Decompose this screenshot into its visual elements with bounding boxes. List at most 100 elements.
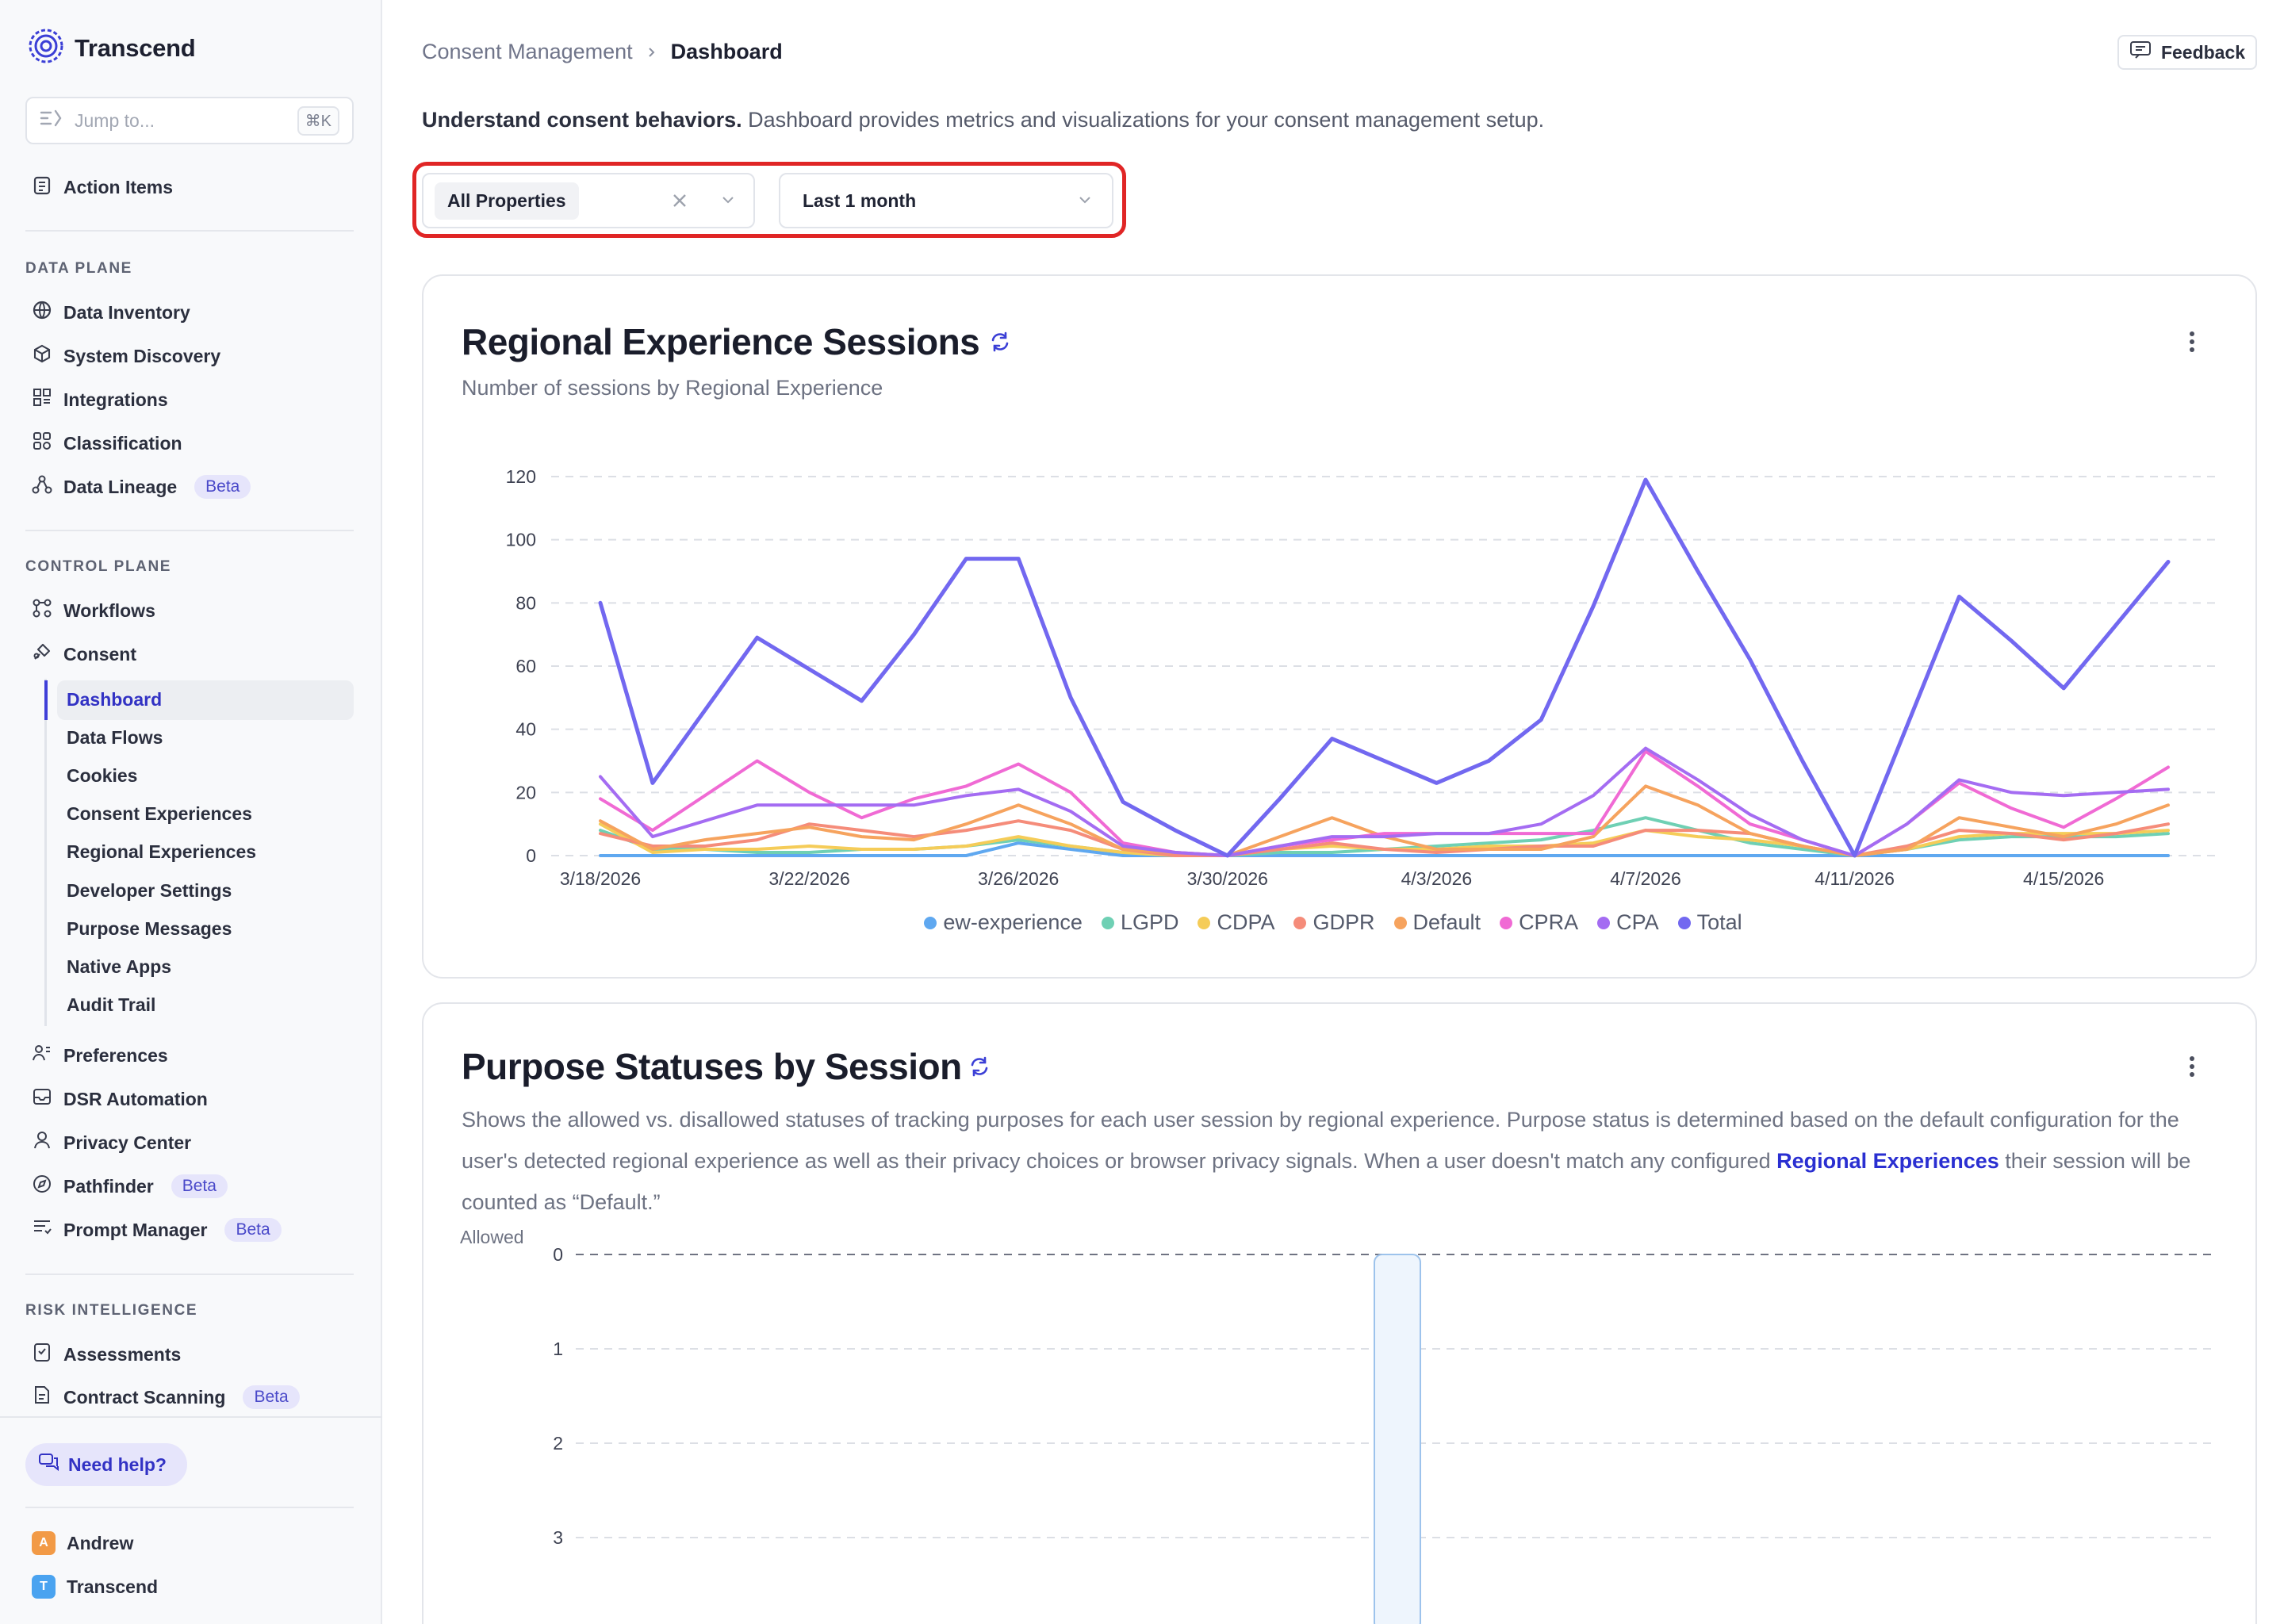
property-select[interactable]: All Properties	[422, 173, 755, 228]
help-label: Need help?	[68, 1454, 167, 1475]
clear-icon[interactable]	[669, 190, 690, 215]
legend-swatch	[1101, 916, 1114, 929]
sidebar-item-label: Workflows	[63, 599, 155, 621]
sidebar-item-label: System Discovery	[63, 345, 221, 366]
sidebar-subitem-audit-trail[interactable]: Audit Trail	[67, 994, 156, 1015]
legend-item-cdpa[interactable]: CDPA	[1198, 910, 1274, 935]
beta-badge: Beta	[194, 475, 251, 499]
legend-item-ew-experience[interactable]: ew-experience	[924, 910, 1083, 935]
sidebar-item-label: Contract Scanning	[63, 1386, 226, 1408]
sidebar-subitem-native-apps[interactable]: Native Apps	[67, 956, 172, 977]
desc-text: their session will be counted as “Defaul…	[462, 1149, 2191, 1214]
contract-icon	[32, 1385, 52, 1410]
shortcut-badge: ⌘K	[297, 105, 339, 136]
chevron-down-icon	[720, 192, 736, 212]
preferences-icon	[32, 1043, 52, 1068]
date-range-select[interactable]: Last 1 month	[779, 173, 1113, 228]
legend-item-total[interactable]: Total	[1677, 910, 1742, 935]
breadcrumb-parent[interactable]: Consent Management	[422, 40, 633, 63]
sidebar-subitem-regional-experiences[interactable]: Regional Experiences	[67, 841, 257, 862]
legend-label: GDPR	[1313, 910, 1375, 934]
sidebar-item-label: Preferences	[63, 1044, 168, 1066]
submenu-guide	[44, 679, 47, 1026]
divider	[25, 530, 354, 531]
sidebar-item-integrations[interactable]: Integrations	[32, 384, 168, 416]
legend-swatch	[1393, 916, 1407, 929]
sidebar-item-label: Prompt Manager	[63, 1219, 208, 1240]
command-icon	[40, 108, 63, 133]
sidebar-item-classification[interactable]: Classification	[32, 427, 182, 459]
sidebar-item-system-discovery[interactable]: System Discovery	[32, 340, 220, 372]
sidebar-item-action-items[interactable]: Action Items	[32, 171, 173, 203]
legend-swatch	[1500, 916, 1513, 929]
card-title: Regional Experience Sessions	[462, 321, 980, 362]
jump-to-search[interactable]: Jump to... ⌘K	[25, 97, 354, 144]
legend-swatch	[1293, 916, 1307, 929]
more-options-icon[interactable]	[2189, 330, 2195, 358]
sidebar-subitem-purpose-messages[interactable]: Purpose Messages	[67, 918, 232, 939]
regional-experiences-link[interactable]: Regional Experiences	[1776, 1149, 1999, 1173]
sidebar-item-label: Data Lineage	[63, 476, 178, 497]
filters-highlight	[412, 162, 1126, 238]
sidebar-item-contract-scanning[interactable]: Contract Scanning Beta	[32, 1381, 300, 1413]
sidebar-subitem-data-flows[interactable]: Data Flows	[67, 727, 163, 748]
regional-sessions-card: Regional Experience Sessions Number of s…	[422, 274, 2257, 979]
section-control-plane: CONTROL PLANE	[25, 558, 172, 575]
consent-icon	[32, 642, 52, 667]
avatar: A	[32, 1531, 56, 1555]
feedback-button[interactable]: Feedback	[2117, 35, 2257, 70]
breadcrumb: Consent Management Dashboard	[422, 40, 783, 64]
sidebar-item-prompt-manager[interactable]: Prompt Manager Beta	[32, 1214, 282, 1246]
need-help-button[interactable]: Need help?	[25, 1443, 187, 1486]
sidebar-item-label: Data Inventory	[63, 301, 190, 323]
refresh-icon[interactable]	[988, 330, 1012, 358]
legend-item-lgpd[interactable]: LGPD	[1101, 910, 1178, 935]
legend-item-gdpr[interactable]: GDPR	[1293, 910, 1375, 935]
legend-swatch	[924, 916, 937, 929]
sidebar-item-label: Integrations	[63, 389, 168, 410]
chevron-down-icon	[1077, 192, 1093, 212]
sidebar-item-preferences[interactable]: Preferences	[32, 1040, 168, 1071]
sidebar-item-dsr-automation[interactable]: DSR Automation	[32, 1083, 208, 1115]
sidebar-item-data-lineage[interactable]: Data Lineage Beta	[32, 471, 251, 503]
brand[interactable]: Transcend	[27, 27, 196, 69]
classification-icon	[32, 431, 52, 456]
sidebar-subitem-developer-settings[interactable]: Developer Settings	[67, 880, 232, 901]
legend-swatch	[1198, 916, 1211, 929]
org-switcher[interactable]: T Transcend	[32, 1571, 158, 1603]
legend-item-default[interactable]: Default	[1393, 910, 1481, 935]
cube-icon	[32, 343, 52, 369]
person-icon	[32, 1130, 52, 1155]
sidebar-item-assessments[interactable]: Assessments	[32, 1339, 181, 1370]
beta-badge: Beta	[224, 1218, 282, 1242]
section-risk-intelligence: RISK INTELLIGENCE	[25, 1302, 198, 1319]
refresh-icon[interactable]	[968, 1055, 991, 1082]
user-name: Andrew	[67, 1532, 134, 1553]
sidebar-item-label: Assessments	[63, 1343, 182, 1365]
brand-name: Transcend	[75, 33, 196, 62]
sidebar-item-consent[interactable]: Consent	[32, 638, 136, 670]
sidebar-subitem-dashboard[interactable]: Dashboard	[67, 689, 163, 710]
legend-label: Total	[1696, 910, 1742, 934]
user-profile[interactable]: A Andrew	[32, 1527, 133, 1559]
sidebar-item-pathfinder[interactable]: Pathfinder Beta	[32, 1170, 228, 1202]
lineage-icon	[32, 474, 52, 500]
sidebar-item-label: Action Items	[63, 176, 174, 197]
more-options-icon[interactable]	[2189, 1055, 2195, 1082]
sidebar-item-data-inventory[interactable]: Data Inventory	[32, 297, 190, 328]
transcend-logo-icon	[27, 27, 65, 69]
sidebar-subitem-cookies[interactable]: Cookies	[67, 765, 138, 786]
message-icon	[2129, 40, 2152, 64]
sidebar-subitem-consent-experiences[interactable]: Consent Experiences	[67, 803, 252, 824]
legend-item-cpa[interactable]: CPA	[1597, 910, 1659, 935]
legend-item-cpra[interactable]: CPRA	[1500, 910, 1578, 935]
sidebar-item-label: DSR Automation	[63, 1088, 208, 1109]
sidebar-item-workflows[interactable]: Workflows	[32, 595, 155, 626]
sidebar-item-privacy-center[interactable]: Privacy Center	[32, 1127, 191, 1159]
org-name: Transcend	[67, 1576, 159, 1597]
globe-icon	[32, 300, 52, 325]
integrations-icon	[32, 387, 52, 412]
org-avatar: T	[32, 1575, 56, 1599]
legend-label: Default	[1412, 910, 1481, 934]
active-item-indicator	[44, 680, 48, 720]
